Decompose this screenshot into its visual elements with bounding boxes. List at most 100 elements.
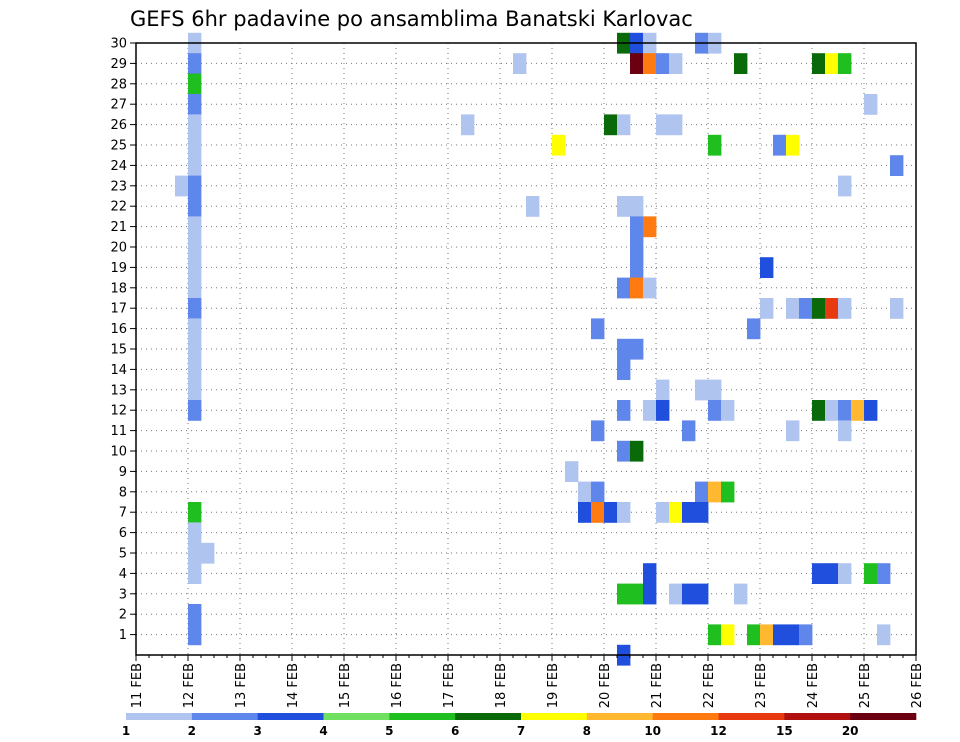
heatmap-cell: [630, 257, 644, 278]
y-tick-label: 2: [119, 608, 127, 623]
heatmap-cell: [838, 175, 852, 197]
legend-label: 3: [253, 724, 261, 738]
heatmap-cell: [643, 583, 657, 605]
y-tick-label: 23: [110, 179, 127, 194]
heatmap-cell: [617, 338, 631, 360]
heatmap-cell: [188, 277, 202, 299]
heatmap-cell: [656, 379, 670, 401]
y-tick-label: 27: [110, 98, 127, 113]
heatmap-cell: [695, 583, 709, 605]
heatmap-cell: [773, 624, 787, 646]
heatmap-cell: [591, 420, 605, 442]
heatmap-cell: [747, 624, 761, 646]
heatmap-cell: [890, 298, 904, 319]
heatmap-cell: [630, 277, 644, 299]
heatmap-cell: [565, 461, 579, 482]
y-tick-label: 9: [119, 465, 127, 480]
heatmap-cell: [721, 400, 735, 421]
legend-label: 5: [385, 724, 393, 738]
legend-swatch: [257, 713, 324, 720]
heatmap-cell: [188, 298, 202, 319]
heatmap-cell: [617, 114, 631, 136]
legend-swatch: [323, 713, 390, 720]
heatmap-cell: [799, 298, 813, 319]
y-tick-label: 24: [110, 159, 127, 174]
heatmap-cell: [760, 298, 774, 319]
heatmap-cell: [734, 583, 748, 605]
heatmap-cell: [188, 522, 202, 544]
heatmap-cell: [721, 624, 735, 646]
heatmap-cell: [682, 420, 696, 442]
y-tick-label: 4: [119, 567, 127, 582]
heatmap-cell: [188, 400, 202, 421]
heatmap-cell: [188, 502, 202, 523]
x-tick-label: 11 FEB: [130, 663, 145, 708]
heatmap-cell: [630, 216, 644, 238]
heatmap-cell: [812, 400, 826, 421]
legend-label: 6: [451, 724, 459, 738]
heatmap-cell: [695, 502, 709, 523]
heatmap-cell: [617, 277, 631, 299]
x-axis: 11 FEB 12 FEB 13 FEB 14 FEB 15 FEB 16 FEB 17 F…: [130, 655, 925, 708]
heatmap-cell: [188, 236, 202, 258]
heatmap-cell: [188, 175, 202, 197]
heatmap-cell: [877, 624, 891, 646]
heatmap-cell: [591, 481, 605, 503]
y-tick-label: 16: [110, 322, 127, 337]
heatmap-cell: [864, 94, 878, 115]
heatmap-cell: [838, 53, 852, 74]
heatmap-cell: [188, 338, 202, 360]
heatmap-cell: [864, 563, 878, 584]
legend-swatch: [718, 713, 785, 720]
heatmap-cell: [188, 73, 202, 95]
legend-swatch: [586, 713, 653, 720]
heatmap-cell: [201, 542, 215, 564]
heatmap-cell: [461, 114, 475, 136]
heatmap-cell: [175, 175, 189, 197]
y-tick-label: 8: [119, 485, 127, 500]
heatmap-cell: [708, 134, 722, 156]
y-tick-label: 20: [110, 241, 127, 256]
heatmap-cell: [682, 502, 696, 523]
x-tick-label: 16 FEB: [390, 663, 405, 708]
x-tick-label: 14 FEB: [286, 663, 301, 708]
heatmap-cell: [799, 624, 813, 646]
y-tick-label: 30: [110, 37, 127, 52]
heatmap-cell: [591, 318, 605, 340]
heatmap-cell: [708, 379, 722, 401]
heatmap-cell: [656, 400, 670, 421]
heatmap-cell: [188, 216, 202, 238]
heatmap-cell: [630, 236, 644, 258]
x-tick-label: 22 FEB: [702, 663, 717, 708]
x-tick-label: 23 FEB: [754, 663, 769, 708]
heatmap-cell: [708, 481, 722, 503]
heatmap-cell: [513, 53, 527, 74]
heatmap-cell: [825, 298, 839, 319]
y-tick-label: 15: [110, 343, 127, 358]
heatmap-cell: [617, 583, 631, 605]
heatmap-cell: [695, 481, 709, 503]
heatmap-cell: [188, 196, 202, 217]
heatmap-cell: [188, 604, 202, 625]
legend-label: 4: [319, 724, 327, 738]
heatmap-cell: [812, 563, 826, 584]
y-tick-label: 25: [110, 139, 127, 154]
heatmap-cell: [708, 400, 722, 421]
heatmap-cell: [786, 298, 800, 319]
heatmap-cell: [864, 400, 878, 421]
heatmap-cell: [721, 481, 735, 503]
legend-swatch: [191, 713, 258, 720]
y-tick-label: 17: [110, 302, 127, 317]
heatmap-cell: [578, 481, 592, 503]
legend-swatch: [850, 713, 917, 720]
heatmap-cell: [877, 563, 891, 584]
y-tick-label: 21: [110, 220, 127, 235]
heatmap-cell: [188, 542, 202, 564]
heatmap-cell: [825, 400, 839, 421]
y-tick-label: 19: [110, 261, 127, 276]
y-tick-label: 1: [119, 628, 127, 643]
heatmap-cell: [617, 359, 631, 380]
heatmap-cell: [760, 257, 774, 278]
y-tick-label: 18: [110, 281, 127, 296]
